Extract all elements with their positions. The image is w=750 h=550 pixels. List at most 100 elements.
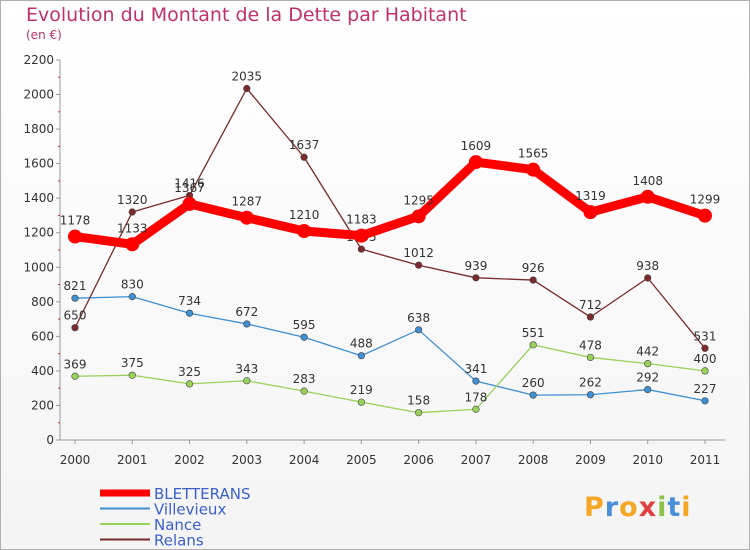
chart-title: Evolution du Montant de la Dette par Hab… (26, 4, 467, 26)
data-label: 551 (522, 326, 545, 340)
y-tick-label: 1800 (23, 122, 54, 136)
data-point (71, 324, 79, 332)
data-point (529, 341, 537, 349)
logo-letter: i (681, 492, 692, 523)
x-tick-label: 2011 (690, 453, 721, 467)
data-label: 1609 (461, 139, 492, 153)
data-point (128, 208, 136, 216)
y-tick-label: 1400 (23, 191, 54, 205)
data-point (125, 237, 140, 252)
data-point (472, 377, 480, 385)
data-label: 926 (522, 261, 545, 275)
data-point (411, 209, 426, 224)
y-tick-label: 800 (31, 295, 54, 309)
data-label: 1408 (632, 174, 663, 188)
chart-unit: (en €) (26, 28, 62, 42)
x-tick-label: 2004 (289, 453, 320, 467)
data-label: 1565 (518, 147, 549, 161)
data-label: 650 (64, 309, 87, 323)
x-tick-label: 2009 (575, 453, 606, 467)
data-point (297, 224, 312, 238)
y-tick-label: 1000 (23, 260, 54, 274)
data-point (243, 320, 251, 328)
x-tick-label: 2006 (403, 453, 434, 467)
data-label: 292 (636, 371, 659, 385)
data-label: 343 (235, 362, 258, 376)
proxiti-logo: Proxiti (584, 492, 692, 523)
data-point (68, 229, 82, 244)
data-point (698, 208, 712, 223)
logo-letter: t (667, 492, 682, 523)
data-label: 830 (121, 278, 144, 292)
data-label: 734 (178, 294, 201, 308)
data-point (357, 352, 365, 360)
legend-label-relans: Relans (154, 532, 204, 550)
data-label: 1178 (60, 214, 91, 228)
data-label: 341 (464, 362, 487, 376)
data-label: 442 (636, 345, 659, 359)
data-label: 821 (64, 279, 87, 293)
data-label: 1319 (575, 189, 606, 203)
data-point (415, 409, 423, 417)
data-label: 375 (121, 356, 144, 370)
data-point (300, 153, 308, 161)
data-label: 325 (178, 365, 201, 379)
series-line-relans (74, 87, 706, 349)
data-point (71, 372, 79, 380)
data-label: 227 (694, 382, 717, 396)
data-label: 1287 (232, 195, 263, 209)
data-label: 1637 (289, 138, 320, 152)
data-label: 712 (579, 298, 602, 312)
data-label: 1416 (174, 176, 205, 190)
series-line-nance (74, 344, 706, 414)
data-point (357, 245, 365, 253)
y-tick-label: 1600 (23, 157, 54, 171)
data-label: 1367 (174, 181, 205, 195)
x-tick-label: 2000 (60, 453, 91, 467)
data-point (586, 391, 595, 399)
data-label: 1012 (403, 246, 434, 260)
data-point (71, 294, 79, 302)
data-point (185, 380, 194, 388)
data-label: 219 (350, 383, 373, 397)
data-label: 178 (464, 390, 487, 404)
legend-label-bletterans: BLETTERANS (154, 485, 250, 503)
y-tick-label: 200 (31, 398, 54, 412)
series-line-bletterans (70, 157, 710, 249)
data-point (300, 387, 308, 395)
data-point (354, 228, 369, 243)
data-point (415, 326, 423, 334)
x-tick-label: 2003 (232, 453, 263, 467)
x-tick-label: 2001 (117, 453, 148, 467)
data-point (357, 398, 365, 406)
data-point (526, 162, 541, 177)
data-point (586, 313, 595, 321)
data-point (300, 333, 308, 341)
x-tick-label: 2005 (346, 453, 377, 467)
legend-label-villevieux: Villevieux (154, 501, 226, 519)
data-point (529, 391, 537, 399)
data-point (701, 367, 709, 375)
logo-letter: x (638, 492, 658, 523)
data-point (644, 274, 652, 282)
y-tick-label: 400 (31, 364, 54, 378)
logo-letter: r (604, 492, 620, 523)
data-point (185, 309, 194, 317)
data-label: 1183 (346, 213, 377, 227)
data-point (640, 189, 655, 204)
y-tick-label: 0 (46, 433, 54, 447)
data-label: 595 (293, 318, 316, 332)
data-label: 638 (407, 311, 430, 325)
data-label: 262 (579, 376, 602, 390)
y-tick-label: 2000 (23, 88, 54, 102)
data-point (415, 261, 423, 269)
y-tick-label: 2200 (23, 53, 54, 67)
data-point (472, 405, 480, 413)
data-label: 283 (293, 372, 316, 386)
data-label: 260 (522, 376, 545, 390)
data-label: 478 (579, 338, 602, 352)
data-label: 400 (694, 352, 717, 366)
data-point (128, 371, 136, 379)
